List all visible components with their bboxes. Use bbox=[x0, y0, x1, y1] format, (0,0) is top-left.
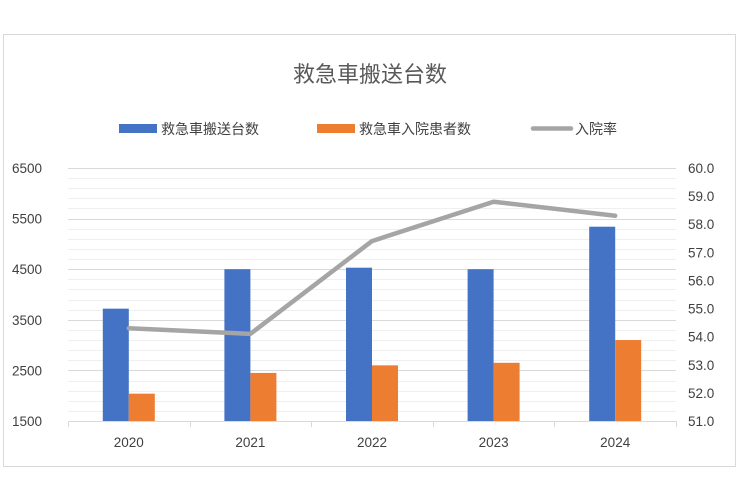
bar-transports bbox=[467, 269, 494, 421]
right-axis: 51.0 52.0 53.0 54.0 55.0 56.0 57.0 58.0 59.0 60.0 bbox=[688, 161, 714, 429]
legend-item: 救急車入院患者数 bbox=[317, 121, 471, 138]
legend-label: 入院率 bbox=[575, 121, 617, 138]
left-tick-label: 6500 bbox=[12, 161, 42, 176]
left-tick-label: 2500 bbox=[12, 363, 42, 378]
legend-swatch bbox=[119, 124, 157, 133]
bars bbox=[102, 226, 642, 421]
bar-transports bbox=[102, 308, 129, 421]
right-tick-label: 57.0 bbox=[688, 245, 714, 260]
x-tick-label: 2022 bbox=[357, 435, 387, 450]
bar-admissions bbox=[250, 372, 277, 421]
x-tick-label: 2024 bbox=[600, 435, 631, 450]
legend-label: 救急車搬送台数 bbox=[161, 121, 259, 138]
right-tick-label: 56.0 bbox=[688, 273, 714, 288]
left-axis: 1500 2500 3500 4500 5500 6500 bbox=[12, 161, 42, 429]
bar-admissions bbox=[615, 340, 642, 421]
right-tick-label: 53.0 bbox=[688, 358, 714, 373]
left-tick-label: 5500 bbox=[12, 212, 42, 227]
x-tick-label: 2020 bbox=[114, 435, 144, 450]
right-tick-label: 60.0 bbox=[688, 161, 714, 176]
right-tick-label: 54.0 bbox=[688, 330, 714, 345]
right-tick-label: 55.0 bbox=[688, 302, 714, 317]
legend-item: 入院率 bbox=[530, 121, 617, 138]
bar-transports bbox=[224, 269, 251, 421]
x-axis: 2020 2021 2022 2023 2024 bbox=[68, 421, 677, 450]
bar-transports bbox=[346, 267, 372, 421]
bar-transports bbox=[589, 226, 616, 421]
line-series bbox=[126, 199, 618, 337]
right-tick-label: 58.0 bbox=[688, 217, 714, 232]
x-tick-label: 2021 bbox=[235, 435, 265, 450]
legend-item: 救急車搬送台数 bbox=[119, 121, 259, 138]
bar-admissions bbox=[128, 393, 155, 421]
chart-title: 救急車搬送台数 bbox=[293, 63, 447, 88]
right-tick-label: 52.0 bbox=[688, 386, 714, 401]
left-tick-label: 1500 bbox=[12, 414, 42, 429]
legend: 救急車搬送台数 救急車入院患者数 入院率 bbox=[119, 121, 617, 138]
bar-admissions bbox=[372, 365, 398, 421]
right-tick-label: 59.0 bbox=[688, 189, 714, 204]
left-tick-label: 3500 bbox=[12, 313, 42, 328]
legend-label: 救急車入院患者数 bbox=[359, 121, 471, 138]
right-tick-label: 51.0 bbox=[688, 414, 714, 429]
left-tick-label: 4500 bbox=[12, 262, 42, 277]
bar-admissions bbox=[493, 362, 520, 421]
x-tick-label: 2023 bbox=[479, 435, 509, 450]
legend-swatch bbox=[317, 124, 355, 133]
